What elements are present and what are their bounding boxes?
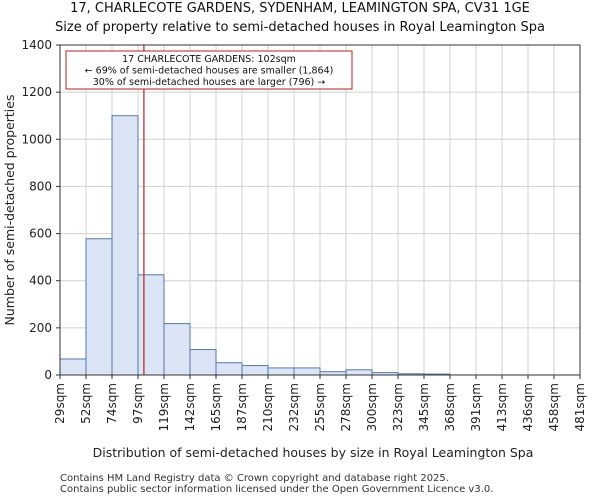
x-tick-label: 345sqm (417, 383, 431, 431)
y-axis-label: Number of semi-detached properties (2, 95, 17, 326)
y-axis-ticks: 0 200 400 600 800 1000 1200 1400 (21, 38, 60, 382)
annotation-line3: 30% of semi-detached houses are larger (… (93, 77, 326, 88)
x-axis-ticks: 29sqm 52sqm 74sqm 97sqm 119sqm 142sqm 165sqm 18… (53, 375, 587, 431)
histogram-bar (215, 362, 243, 376)
x-tick-label: 368sqm (443, 383, 457, 431)
chart-title: 17, CHARLECOTE GARDENS, SYDENHAM, LEAMIN… (70, 1, 530, 16)
x-tick-label: 323sqm (391, 383, 405, 431)
x-tick-label: 210sqm (261, 383, 275, 431)
bars (59, 115, 451, 376)
x-tick-label: 142sqm (183, 383, 197, 431)
x-tick-label: 458sqm (547, 383, 561, 431)
annotation-line2: ← 69% of semi-detached houses are smalle… (85, 66, 334, 77)
histogram-bar (59, 358, 87, 376)
footer-line-2: Contains public sector information licen… (60, 484, 494, 495)
histogram-bar (267, 367, 295, 376)
x-tick-label: 29sqm (53, 383, 67, 424)
y-tick-label: 600 (29, 227, 52, 241)
histogram-bar (345, 369, 373, 376)
y-tick-label: 800 (29, 179, 52, 193)
x-tick-label: 413sqm (495, 383, 509, 431)
x-tick-label: 232sqm (287, 383, 301, 431)
x-tick-label: 436sqm (521, 383, 535, 431)
histogram-bar (111, 115, 139, 376)
marker-group: 17 CHARLECOTE GARDENS: 102sqm← 69% of se… (65, 45, 353, 375)
x-tick-label: 278sqm (339, 383, 353, 431)
x-tick-label: 97sqm (131, 383, 145, 424)
histogram-bar (241, 365, 269, 376)
x-tick-label: 481sqm (573, 383, 587, 431)
x-tick-label: 300sqm (365, 383, 379, 431)
x-tick-label: 74sqm (105, 383, 119, 424)
histogram-bar (163, 323, 191, 376)
x-tick-label: 391sqm (469, 383, 483, 431)
histogram-bar (293, 367, 321, 376)
x-tick-label: 52sqm (79, 383, 93, 424)
annotation-box (65, 50, 353, 90)
x-tick-label: 119sqm (157, 383, 171, 431)
x-tick-label: 165sqm (209, 383, 223, 431)
y-tick-label: 400 (29, 274, 52, 288)
chart-subtitle: Size of property relative to semi-detach… (55, 20, 545, 35)
y-tick-label: 1200 (21, 85, 52, 99)
plot-frame (59, 44, 581, 376)
footer-line-1: Contains HM Land Registry data © Crown c… (60, 473, 449, 484)
histogram-bar (85, 238, 113, 376)
y-tick-label: 1000 (21, 132, 52, 146)
histogram-bar (189, 349, 217, 376)
x-tick-label: 187sqm (235, 383, 249, 431)
y-tick-label: 0 (44, 368, 52, 382)
annotation-line1: 17 CHARLECOTE GARDENS: 102sqm (122, 54, 296, 65)
y-tick-label: 200 (29, 321, 52, 335)
x-tick-label: 255sqm (313, 383, 327, 431)
y-tick-label: 1400 (21, 38, 52, 52)
histogram-bar (137, 274, 165, 376)
x-axis-label: Distribution of semi-detached houses by … (93, 445, 534, 460)
